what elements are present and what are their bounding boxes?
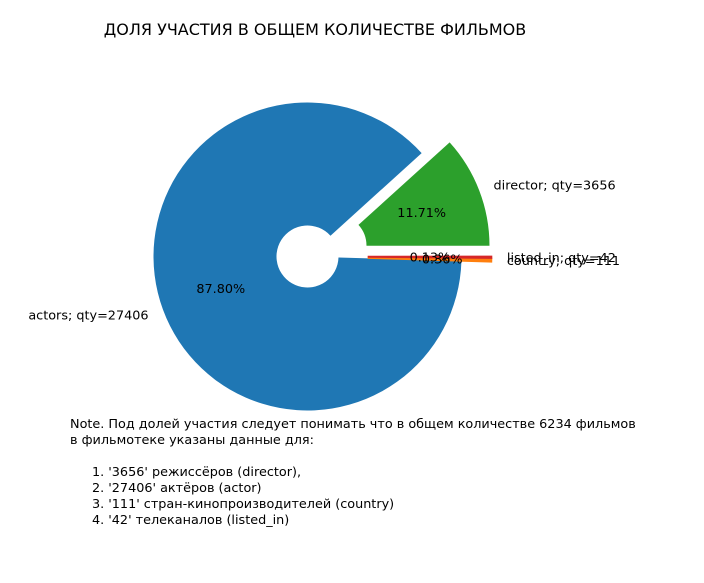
pct-label-listed_in: 0.13% bbox=[410, 251, 451, 266]
pie-slice-actors bbox=[153, 102, 462, 411]
note-item: 2. '27406' актёров (actor) bbox=[92, 481, 262, 496]
note-item: 1. '3656' режиссёров (director), bbox=[92, 465, 302, 480]
chart-title: ДОЛЯ УЧАСТИЯ В ОБЩЕМ КОЛИЧЕСТВЕ ФИЛЬМОВ bbox=[104, 20, 527, 39]
slice-label-country: country; qty=111 bbox=[507, 254, 620, 269]
note-list: 1. '3656' режиссёров (director), 2. '274… bbox=[70, 465, 700, 529]
slice-label-director: director; qty=3656 bbox=[494, 178, 616, 193]
pct-label-country: 0.36% bbox=[422, 253, 463, 268]
note-item: 3. '111' стран-кинопроизводителей (count… bbox=[92, 497, 395, 512]
pie-slice-director bbox=[358, 142, 490, 246]
pct-label-director: 11.71% bbox=[397, 206, 446, 221]
note-line-1: Note. Под долей участия следует понимать… bbox=[70, 417, 636, 432]
pie-slice-listed_in bbox=[367, 255, 493, 259]
note-item: 4. '42' телеканалов (listed_in) bbox=[92, 513, 290, 528]
note-line-2: в фильмотеке указаны данные для: bbox=[70, 433, 314, 448]
slice-label-listed_in: listed_in; qty=42 bbox=[507, 251, 616, 266]
pct-label-actors: 87.80% bbox=[196, 282, 245, 297]
slice-label-actors: actors; qty=27406 bbox=[28, 308, 148, 323]
chart-note: Note. Под долей участия следует понимать… bbox=[70, 417, 700, 529]
